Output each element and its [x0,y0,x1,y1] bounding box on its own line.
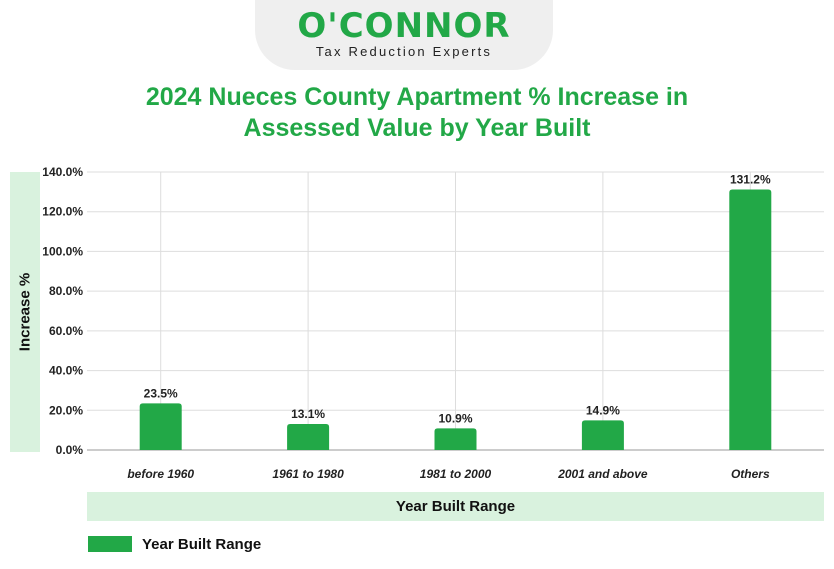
y-tick-label: 60.0% [49,324,83,338]
x-tick-label: 2001 and above [557,467,648,481]
y-tick-label: 0.0% [56,443,84,457]
data-label: 10.9% [438,411,472,425]
x-tick-label: before 1960 [127,467,194,481]
x-tick-label: Others [731,467,770,481]
data-label: 131.2% [730,172,771,186]
chart-title: 2024 Nueces County Apartment % Increase … [0,82,834,144]
legend-label: Year Built Range [142,535,262,553]
data-label: 13.1% [291,407,325,421]
bar [729,189,772,450]
y-tick-label: 20.0% [49,403,83,417]
y-tick-label: 140.0% [42,165,83,179]
chart-title-line-1: 2024 Nueces County Apartment % Increase … [145,83,689,111]
x-tick-label: 1961 to 1980 [272,467,344,481]
data-label: 14.9% [586,403,620,417]
legend-swatch [88,536,132,552]
data-label: 23.5% [144,386,178,400]
bar [434,428,477,450]
y-tick-label: 40.0% [49,364,83,378]
logo-name: O'CONNOR [297,6,511,46]
bar [139,403,182,450]
bar [581,420,624,450]
y-tick-label: 100.0% [42,244,83,258]
y-tick-label: 120.0% [42,205,83,219]
x-axis-label: Year Built Range [87,492,824,521]
legend: Year Built Range [88,534,261,554]
y-axis-label-box [10,172,40,452]
logo-tagline: Tax Reduction Experts [315,44,493,59]
x-tick-label: 1981 to 2000 [420,467,492,481]
chart-title-line-2: Assessed Value by Year Built [243,114,591,142]
logo-banner: O'CONNOR Tax Reduction Experts [255,0,553,70]
bar [287,423,330,450]
y-tick-label: 80.0% [49,284,83,298]
